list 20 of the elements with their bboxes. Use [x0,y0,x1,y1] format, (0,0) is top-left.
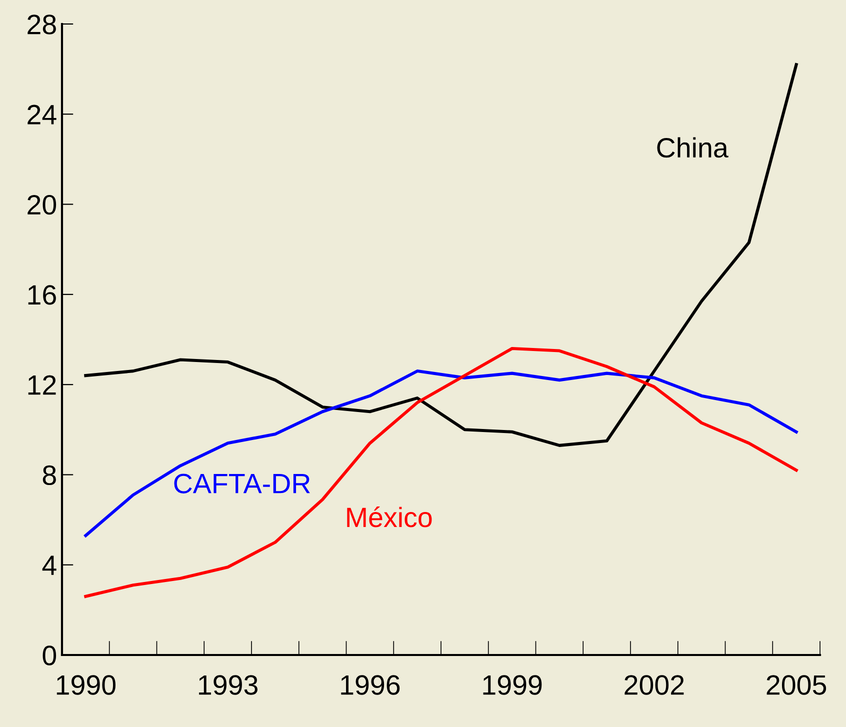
y-tick-label: 20 [28,194,56,215]
x-tick-label: 1990 [56,675,116,695]
y-tick-label: 28 [28,14,56,34]
line-series [84,63,798,447]
x-tick-label: 1996 [341,675,400,695]
series-label: México [347,506,432,528]
y-tick-label: 4 [42,556,56,575]
y-tick-label: 12 [28,375,56,395]
y-tick-label: 24 [28,104,56,124]
line-series [84,346,798,598]
x-tick-label: 1993 [199,675,258,695]
line-series [84,370,798,538]
y-tick-label: 16 [28,285,56,305]
x-tick-label: 1999 [483,675,542,695]
series-label: China [657,137,728,158]
series-label: CAFTA-DR [174,474,310,494]
y-tick-label: 8 [42,465,56,486]
x-tick-label: 2002 [624,675,684,695]
y-tick-label: 0 [42,646,56,666]
x-tick-label: 2005 [766,675,826,695]
